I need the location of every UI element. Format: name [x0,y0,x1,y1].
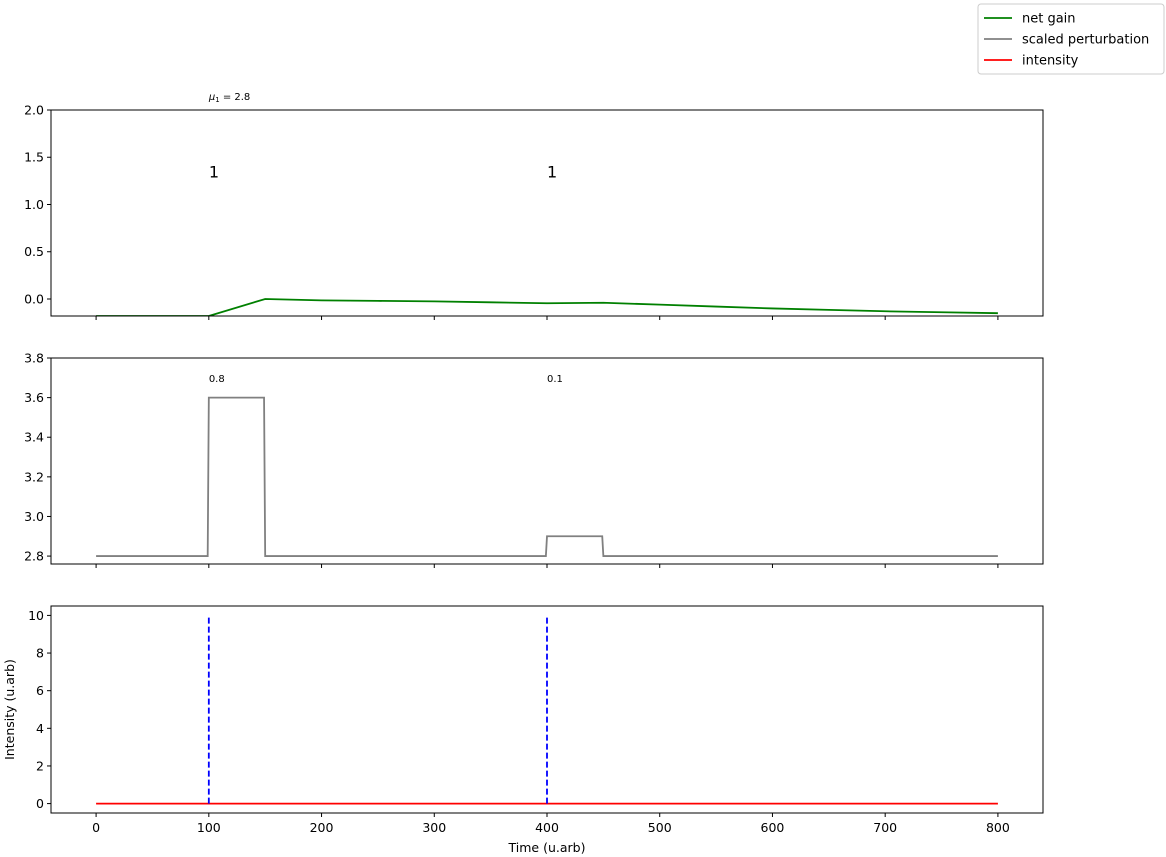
value-annotation: 0.8 [209,374,225,385]
panel-2: 2.8 3.0 3.2 3.4 3.6 3.8 0.8 0.1 [24,351,1044,568]
y-tick-label: 2 [36,758,44,773]
legend-box [977,3,1165,75]
y-tick-label: 3.8 [24,351,44,366]
x-tick-label: 400 [535,820,559,835]
y-tick-label: 0 [36,796,44,811]
legend: net gain scaled perturbation intensity [977,3,1165,75]
mu-annotation: μ1 = 2.8 [208,92,250,104]
y-tick-label: 10 [28,608,44,623]
x-tick-label: 800 [986,820,1010,835]
y-tick-label: 3.4 [24,430,44,445]
y-tick-label: 1.5 [24,150,44,165]
value-annotation: 0.1 [547,374,563,385]
x-axis-label: Time (u.arb) [508,840,586,855]
y-tick-label: 3.2 [24,469,44,484]
x-tick-label: 600 [761,820,785,835]
x-tick-label: 200 [310,820,334,835]
y-tick-label: 0.5 [24,244,44,259]
x-tick-label: 0 [92,820,100,835]
y-tick-label: 4 [36,721,44,736]
axes-frame [50,357,1044,565]
y-tick-label: 6 [36,683,44,698]
y-tick-label: 8 [36,646,44,661]
y-tick-label: 2.8 [24,549,44,564]
y-tick-label: 3.6 [24,390,44,405]
y-tick-label: 0.0 [24,291,44,306]
count-annotation: 1 [547,162,557,181]
legend-label: scaled perturbation [1022,33,1149,48]
x-tick-label: 700 [873,820,897,835]
panel-1: 0.0 0.5 1.0 1.5 2.0 1 1 μ1 = 2.8 [24,92,1044,320]
y-tick-label: 1.0 [24,197,44,212]
x-tick-label: 100 [197,820,221,835]
x-tick-label: 500 [648,820,672,835]
x-tick-label: 300 [422,820,446,835]
series-line-scaled-perturbation [96,396,998,557]
y-tick-label: 2.0 [24,103,44,118]
series-line-net-gain [96,298,998,316]
axes-frame [50,109,1044,317]
legend-label: net gain [1022,12,1076,27]
y-tick-label: 3.0 [24,509,44,524]
y-axis-label: Intensity (u.arb) [2,659,17,760]
legend-label: intensity [1022,54,1079,69]
count-annotation: 1 [209,162,219,181]
